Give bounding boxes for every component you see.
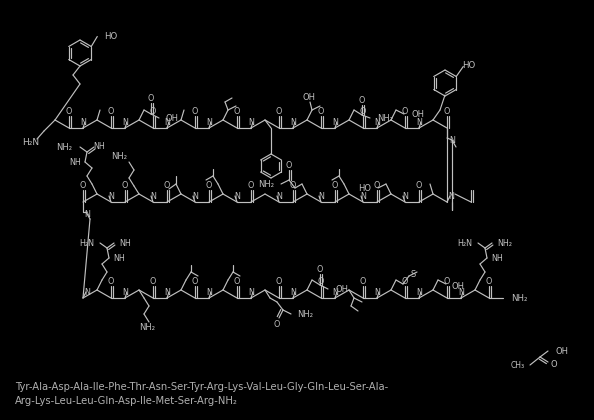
Text: N: N (206, 288, 212, 297)
Text: N: N (276, 192, 282, 200)
Text: N: N (122, 118, 128, 126)
Text: OH: OH (451, 281, 464, 291)
Text: N: N (332, 288, 338, 297)
Text: N: N (108, 192, 114, 200)
Text: N: N (332, 118, 338, 126)
Text: O: O (402, 107, 408, 116)
Text: O: O (318, 107, 324, 116)
Text: O: O (150, 107, 156, 116)
Text: O: O (444, 276, 450, 286)
Text: HO: HO (462, 60, 476, 69)
Text: NH₂: NH₂ (139, 323, 155, 331)
Text: O: O (148, 94, 154, 102)
Text: NH: NH (491, 254, 503, 262)
Text: N: N (248, 288, 254, 297)
Text: NH₂: NH₂ (258, 179, 274, 189)
Text: CH₃: CH₃ (511, 360, 525, 370)
Text: N: N (80, 118, 86, 126)
Text: OH: OH (556, 346, 569, 355)
Text: N: N (192, 192, 198, 200)
Text: NH₂: NH₂ (377, 113, 393, 123)
Text: O: O (290, 181, 296, 189)
Text: N: N (360, 192, 366, 200)
Text: N: N (416, 288, 422, 297)
Text: OH: OH (302, 92, 315, 102)
Text: O: O (416, 181, 422, 189)
Text: N: N (84, 210, 90, 218)
Text: NH₂: NH₂ (111, 152, 127, 160)
Text: HO: HO (358, 184, 371, 192)
Text: Arg-Lys-Leu-Leu-Gln-Asp-Ile-Met-Ser-Arg-NH₂: Arg-Lys-Leu-Leu-Gln-Asp-Ile-Met-Ser-Arg-… (15, 396, 238, 406)
Text: O: O (360, 276, 366, 286)
Text: N: N (206, 118, 212, 126)
Text: HO: HO (104, 32, 117, 40)
Text: NH: NH (119, 239, 131, 247)
Text: O: O (317, 265, 323, 273)
Text: N: N (84, 288, 90, 297)
Text: O: O (551, 360, 557, 368)
Text: N: N (458, 288, 464, 297)
Text: O: O (248, 181, 254, 189)
Text: N: N (122, 288, 128, 297)
Text: O: O (332, 181, 338, 189)
Text: O: O (286, 160, 292, 170)
Text: O: O (192, 276, 198, 286)
Text: O: O (402, 276, 408, 286)
Text: O: O (164, 181, 170, 189)
Text: H₂N: H₂N (457, 239, 472, 247)
Text: O: O (206, 181, 212, 189)
Text: N: N (374, 118, 380, 126)
Text: O: O (108, 276, 114, 286)
Text: O: O (108, 107, 114, 116)
Text: O: O (444, 107, 450, 116)
Text: OH: OH (166, 113, 179, 123)
Text: O: O (80, 181, 86, 189)
Text: O: O (192, 107, 198, 116)
Text: N: N (290, 118, 296, 126)
Text: S: S (410, 270, 416, 278)
Text: N: N (374, 288, 380, 297)
Text: OH: OH (335, 284, 348, 294)
Text: N: N (448, 192, 454, 200)
Text: NH: NH (113, 254, 125, 262)
Text: O: O (66, 107, 72, 116)
Text: Tyr-Ala-Asp-Ala-Ile-Phe-Thr-Asn-Ser-Tyr-Arg-Lys-Val-Leu-Gly-Gln-Leu-Ser-Ala-: Tyr-Ala-Asp-Ala-Ile-Phe-Thr-Asn-Ser-Tyr-… (15, 382, 388, 392)
Text: H₂N: H₂N (79, 239, 94, 247)
Text: NH: NH (69, 158, 81, 166)
Text: O: O (274, 320, 280, 328)
Text: O: O (374, 181, 380, 189)
Text: N: N (290, 288, 296, 297)
Text: O: O (122, 181, 128, 189)
Text: NH₂: NH₂ (56, 142, 72, 152)
Text: O: O (276, 107, 282, 116)
Text: O: O (486, 276, 492, 286)
Text: N: N (150, 192, 156, 200)
Text: NH₂: NH₂ (511, 294, 527, 302)
Text: N: N (248, 118, 254, 126)
Text: O: O (318, 276, 324, 286)
Text: OH: OH (411, 110, 424, 118)
Text: N: N (164, 118, 170, 126)
Text: O: O (234, 276, 240, 286)
Text: N: N (416, 118, 422, 126)
Text: O: O (234, 107, 240, 116)
Text: O: O (359, 95, 365, 105)
Text: N: N (318, 192, 324, 200)
Text: NH₂: NH₂ (297, 310, 313, 318)
Text: H₂N: H₂N (22, 137, 39, 147)
Text: N: N (402, 192, 408, 200)
Text: NH₂: NH₂ (497, 239, 512, 247)
Text: N: N (164, 288, 170, 297)
Text: NH: NH (93, 142, 105, 150)
Text: N: N (449, 136, 455, 144)
Text: O: O (276, 276, 282, 286)
Text: N: N (234, 192, 240, 200)
Text: O: O (360, 107, 366, 116)
Text: O: O (150, 276, 156, 286)
